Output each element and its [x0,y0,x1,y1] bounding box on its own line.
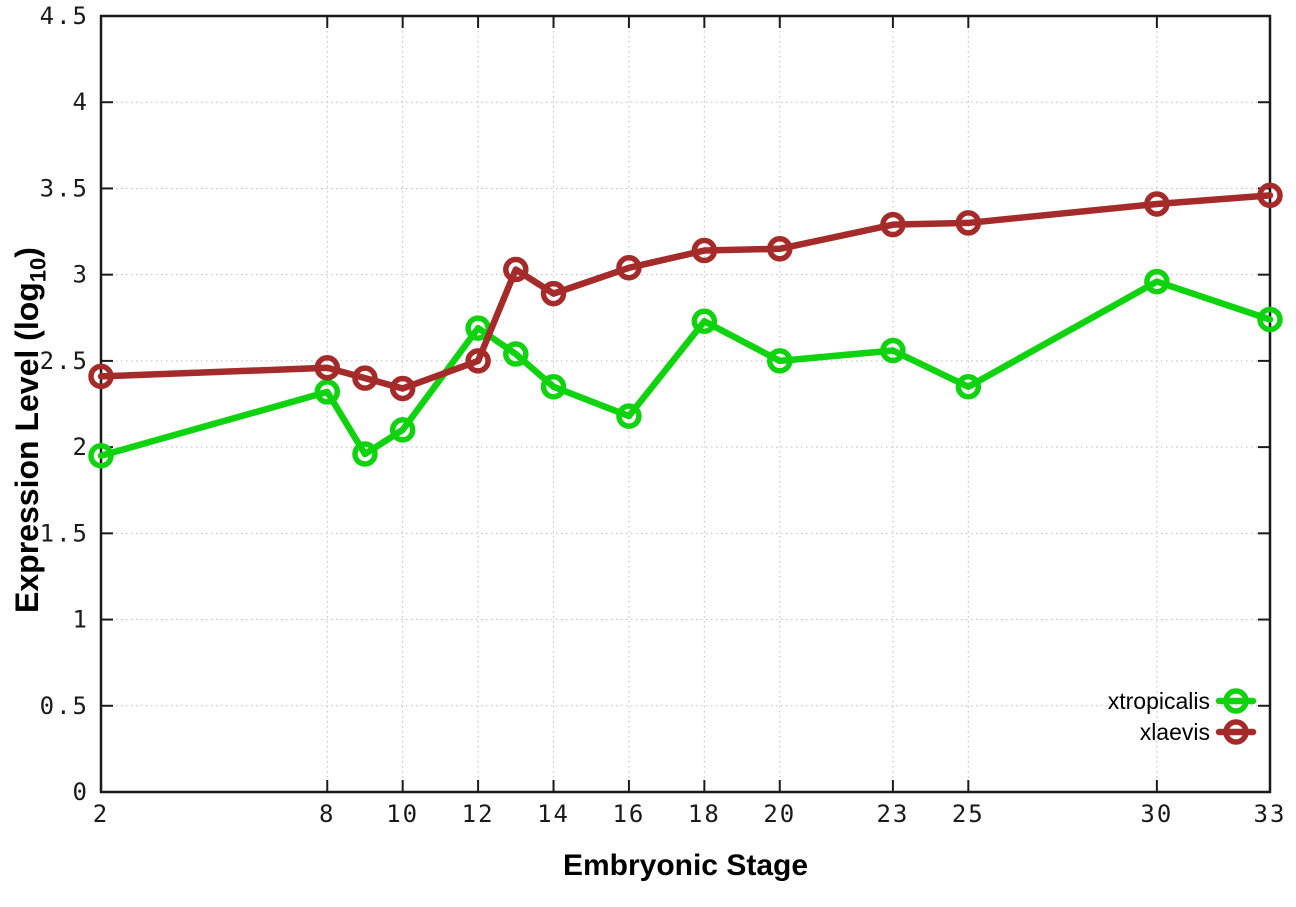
y-axis-title-end: ) [9,247,45,258]
y-tick-label: 4.5 [40,2,89,30]
y-tick-label: 4 [73,88,89,116]
series-line-xlaevis [97,192,1274,392]
x-tick-label: 8 [319,800,335,828]
data-point-marker-xtropicalis [352,441,378,467]
data-point-marker-xtropicalis [691,308,718,334]
data-point-marker-xlaevis [691,237,718,264]
y-tick-label: 0 [73,778,89,806]
x-tick-label: 10 [386,800,419,828]
data-point-marker-xtropicalis [880,337,906,364]
data-point-marker-xtropicalis [389,417,416,443]
legend-marker-xtropicalis [1223,688,1249,714]
data-point-marker-xlaevis [352,365,378,391]
data-point-marker-xtropicalis [955,374,982,400]
y-tick-label: 3.5 [40,174,89,202]
y-tick-label: 1.5 [40,519,89,547]
y-tick-label: 2.5 [40,347,89,375]
y-axis-title: Expression Level (log10) [5,30,51,830]
y-axis-title-subscript: 10 [25,257,51,283]
data-point-marker-xtropicalis [767,348,793,374]
x-tick-label: 33 [1254,800,1287,828]
x-tick-label: 20 [763,800,796,828]
data-point-marker-xlaevis [1257,182,1283,209]
y-tick-label: 1 [73,606,89,634]
data-point-marker-xlaevis [503,256,529,283]
legend-label-xtropicalis: xtropicalis [1108,688,1210,714]
x-tick-label: 12 [462,800,495,828]
data-point-marker-xtropicalis [88,442,114,469]
data-point-marker-xtropicalis [314,379,341,405]
x-tick-label: 25 [952,800,985,828]
x-tick-label: 18 [688,800,721,828]
y-axis-title-main: Expression Level (log [9,282,45,613]
x-tick-label: 30 [1140,800,1173,828]
data-point-marker-xtropicalis [1144,268,1170,295]
x-tick-label: 2 [93,800,109,828]
data-point-marker-xlaevis [314,355,341,381]
data-point-marker-xtropicalis [1257,306,1283,333]
x-axis-title: Embryonic Stage [562,849,809,882]
y-tick-label: 0.5 [40,692,89,720]
x-tick-label: 16 [612,800,645,828]
y-tick-label: 3 [73,261,89,289]
data-point-marker-xlaevis [955,210,982,236]
data-point-marker-xlaevis [880,211,906,238]
data-point-marker-xlaevis [88,363,114,390]
data-point-marker-xlaevis [1144,191,1170,217]
data-point-marker-xtropicalis [616,403,642,429]
data-point-marker-xtropicalis [465,315,491,341]
data-point-marker-xtropicalis [540,374,567,400]
data-point-marker-xlaevis [540,280,567,307]
data-point-marker-xlaevis [389,375,416,402]
data-point-marker-xlaevis [767,236,793,262]
data-point-marker-xlaevis [465,348,491,374]
data-point-marker-xtropicalis [503,341,529,367]
x-tick-label: 14 [537,800,570,828]
x-tick-label: 23 [876,800,909,828]
legend-label-xlaevis: xlaevis [1140,719,1210,745]
data-point-marker-xlaevis [616,255,642,281]
plot-border [99,14,1272,794]
legend-marker-xlaevis [1223,719,1249,745]
y-tick-label: 2 [73,433,89,461]
